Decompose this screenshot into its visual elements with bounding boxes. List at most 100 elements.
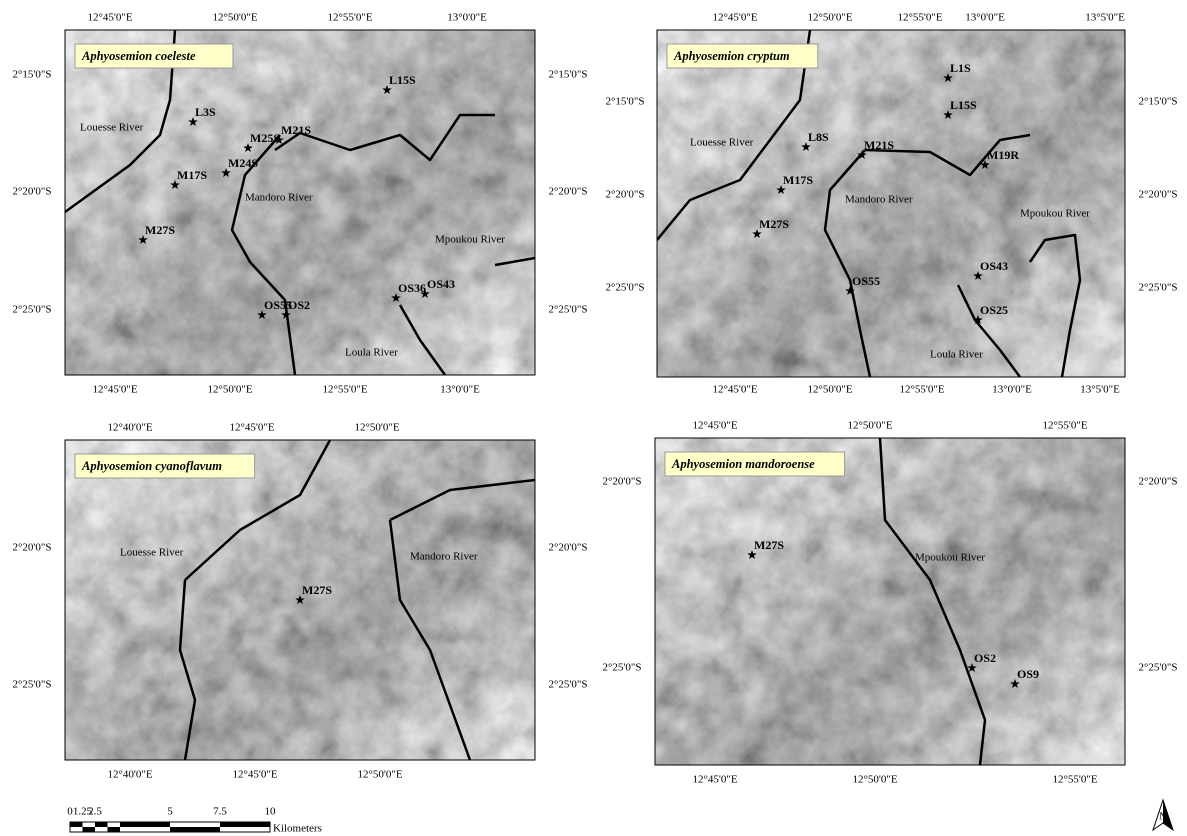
lat-label: 2°25'0"S [549,679,588,691]
site-label: M27S [302,583,332,597]
north-label: N [1159,811,1167,823]
lon-label: 13°5'0"E [1085,12,1125,24]
lat-label: 2°15'0"S [13,69,52,81]
site-label: M19R [987,148,1019,162]
lon-label: 12°45'0"E [229,422,274,434]
lat-label: 2°25'0"S [603,662,642,674]
lon-label: 12°45'0"E [692,774,737,786]
river-label: Louesse River [120,547,184,559]
scale-unit: Kilometers [273,823,322,835]
site-label: OS43 [980,259,1008,273]
lon-label: 12°50'0"E [807,384,852,396]
site-label: M24S [228,156,258,170]
lon-label: 12°50'0"E [207,384,252,396]
site-label: M17S [177,168,207,182]
lon-label: 13°0'0"E [965,12,1005,24]
lon-label: 12°50'0"E [852,774,897,786]
site-label: OS9 [1017,667,1039,681]
lon-label: 13°0'0"E [447,12,487,24]
lon-label: 13°5'0"E [1080,384,1120,396]
site-label: M27S [145,223,175,237]
scale-label: 2.5 [88,806,102,818]
lon-label: 12°50'0"E [847,420,892,432]
lon-label: 12°55'0"E [1042,420,1087,432]
lon-label: 12°55'0"E [327,12,372,24]
lat-label: 2°20'0"S [603,476,642,488]
river-label: Mandoro River [410,551,478,563]
scale-label: 7.5 [213,806,227,818]
lat-label: 2°15'0"S [1139,96,1178,108]
site-label: OS55 [852,274,880,288]
site-label: OS2 [974,651,996,665]
site-label: M21S [281,123,311,137]
lon-label: 12°50'0"E [357,769,402,781]
lat-label: 2°20'0"S [549,186,588,198]
site-label: L15S [950,98,977,112]
scale-label: 10 [265,806,277,818]
lon-label: 12°50'0"E [354,422,399,434]
river-label: Mpoukou River [1020,208,1090,220]
lat-label: 2°25'0"S [13,304,52,316]
river-label: Loula River [930,349,983,361]
terrain [655,438,1125,765]
lon-label: 12°45'0"E [87,12,132,24]
lat-label: 2°25'0"S [549,304,588,316]
site-label: OS25 [980,303,1008,317]
lat-label: 2°20'0"S [13,186,52,198]
lon-label: 12°40'0"E [107,769,152,781]
lon-label: 13°0'0"E [440,384,480,396]
lon-label: 12°45'0"E [712,384,757,396]
lon-label: 12°55'0"E [322,384,367,396]
lon-label: 12°55'0"E [899,384,944,396]
lat-label: 2°15'0"S [606,96,645,108]
scale-bar [70,822,270,832]
panel-title: Aphyosemion mandoroense [671,457,815,471]
site-label: OS43 [427,277,455,291]
lon-label: 12°50'0"E [807,12,852,24]
lon-label: 12°40'0"E [107,422,152,434]
site-label: M17S [783,173,813,187]
panel-title: Aphyosemion cyanoflavum [81,459,222,473]
lat-label: 2°25'0"S [1139,662,1178,674]
map-panel: Aphyosemion mandoroense 12°45'0"E 12°50'0"… [603,420,1178,786]
river-label: Mpoukou River [435,234,505,246]
site-label: M27S [754,538,784,552]
panel-title: Aphyosemion cryptum [673,49,790,63]
lon-label: 12°45'0"E [232,769,277,781]
site-label: M27S [759,217,789,231]
scale-label: 5 [167,806,173,818]
lat-label: 2°25'0"S [1139,282,1178,294]
river-label: Mandoro River [245,192,313,204]
panel-title: Aphyosemion coeleste [81,49,196,63]
terrain-shade [655,438,1125,765]
site-label: L15S [389,73,416,87]
river-label: Mandoro River [845,194,913,206]
lat-label: 2°25'0"S [606,282,645,294]
lon-label: 12°45'0"E [692,420,737,432]
site-label: OS2 [288,298,310,312]
lat-label: 2°20'0"S [1139,189,1178,201]
site-label: L3S [195,105,216,119]
lon-label: 12°55'0"E [897,12,942,24]
lon-label: 12°45'0"E [712,12,757,24]
river-label: Mpoukou River [915,552,985,564]
river-label: Loula River [345,347,398,359]
lon-label: 12°50'0"E [212,12,257,24]
lat-label: 2°20'0"S [13,542,52,554]
map-panel: Aphyosemion cryptum 12°45'0"E 12°50'0"E 12°… [606,12,1178,396]
lat-label: 2°20'0"S [549,542,588,554]
figure: Aphyosemion coeleste 12°45'0"E 12°50'0"E 12… [0,0,1187,836]
map-panel: Aphyosemion cyanoflavum 12°40'0"E 12°45'0"… [13,422,588,781]
lat-label: 2°20'0"S [1139,476,1178,488]
river-label: Louesse River [690,137,754,149]
site-label: L8S [808,130,829,144]
site-label: M21S [864,138,894,152]
site-label: M25S [250,131,280,145]
site-label: L1S [950,61,971,75]
lon-label: 12°55'0"E [1052,774,1097,786]
lat-label: 2°25'0"S [13,679,52,691]
lat-label: 2°20'0"S [606,189,645,201]
lon-label: 13°0'0"E [992,384,1032,396]
lat-label: 2°15'0"S [549,69,588,81]
map-panel: Aphyosemion coeleste 12°45'0"E 12°50'0"E 12… [13,12,588,396]
